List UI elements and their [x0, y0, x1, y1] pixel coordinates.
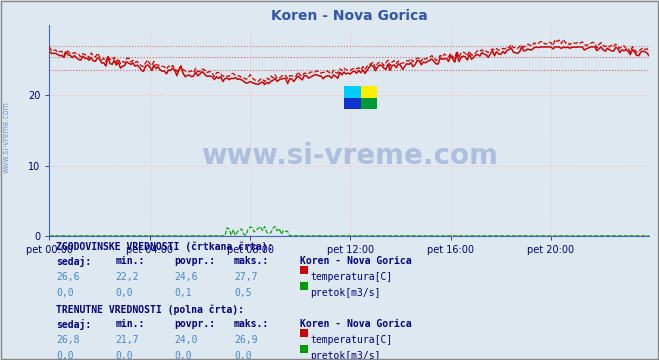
Text: sedaj:: sedaj:: [56, 256, 91, 267]
Text: 0,0: 0,0: [175, 351, 192, 360]
Text: 0,0: 0,0: [234, 351, 252, 360]
Text: 0,5: 0,5: [234, 288, 252, 298]
Text: Koren - Nova Gorica: Koren - Nova Gorica: [300, 319, 411, 329]
Bar: [361, 98, 378, 109]
Text: maks.:: maks.:: [234, 256, 269, 266]
Text: www.si-vreme.com: www.si-vreme.com: [2, 101, 11, 173]
Title: Koren - Nova Gorica: Koren - Nova Gorica: [271, 9, 428, 23]
Text: 24,0: 24,0: [175, 335, 198, 345]
Text: pretok[m3/s]: pretok[m3/s]: [310, 351, 381, 360]
Text: 21,7: 21,7: [115, 335, 139, 345]
Bar: [345, 98, 361, 109]
Text: 0,0: 0,0: [115, 288, 133, 298]
Text: 26,9: 26,9: [234, 335, 258, 345]
Bar: [361, 86, 378, 98]
Text: maks.:: maks.:: [234, 319, 269, 329]
Text: pretok[m3/s]: pretok[m3/s]: [310, 288, 381, 298]
Text: ZGODOVINSKE VREDNOSTI (črtkana črta):: ZGODOVINSKE VREDNOSTI (črtkana črta):: [56, 241, 273, 252]
Text: 0,1: 0,1: [175, 288, 192, 298]
Text: 26,6: 26,6: [56, 272, 80, 282]
Text: sedaj:: sedaj:: [56, 319, 91, 330]
Text: min.:: min.:: [115, 256, 145, 266]
Text: min.:: min.:: [115, 319, 145, 329]
Text: temperatura[C]: temperatura[C]: [310, 272, 393, 282]
Text: 27,7: 27,7: [234, 272, 258, 282]
Text: 0,0: 0,0: [115, 351, 133, 360]
Text: TRENUTNE VREDNOSTI (polna črta):: TRENUTNE VREDNOSTI (polna črta):: [56, 304, 244, 315]
Bar: [345, 86, 361, 98]
Text: 26,8: 26,8: [56, 335, 80, 345]
Text: povpr.:: povpr.:: [175, 256, 215, 266]
Text: 24,6: 24,6: [175, 272, 198, 282]
Text: www.si-vreme.com: www.si-vreme.com: [201, 142, 498, 170]
Text: temperatura[C]: temperatura[C]: [310, 335, 393, 345]
Text: Koren - Nova Gorica: Koren - Nova Gorica: [300, 256, 411, 266]
Text: 22,2: 22,2: [115, 272, 139, 282]
Text: 0,0: 0,0: [56, 288, 74, 298]
Text: 0,0: 0,0: [56, 351, 74, 360]
Text: povpr.:: povpr.:: [175, 319, 215, 329]
